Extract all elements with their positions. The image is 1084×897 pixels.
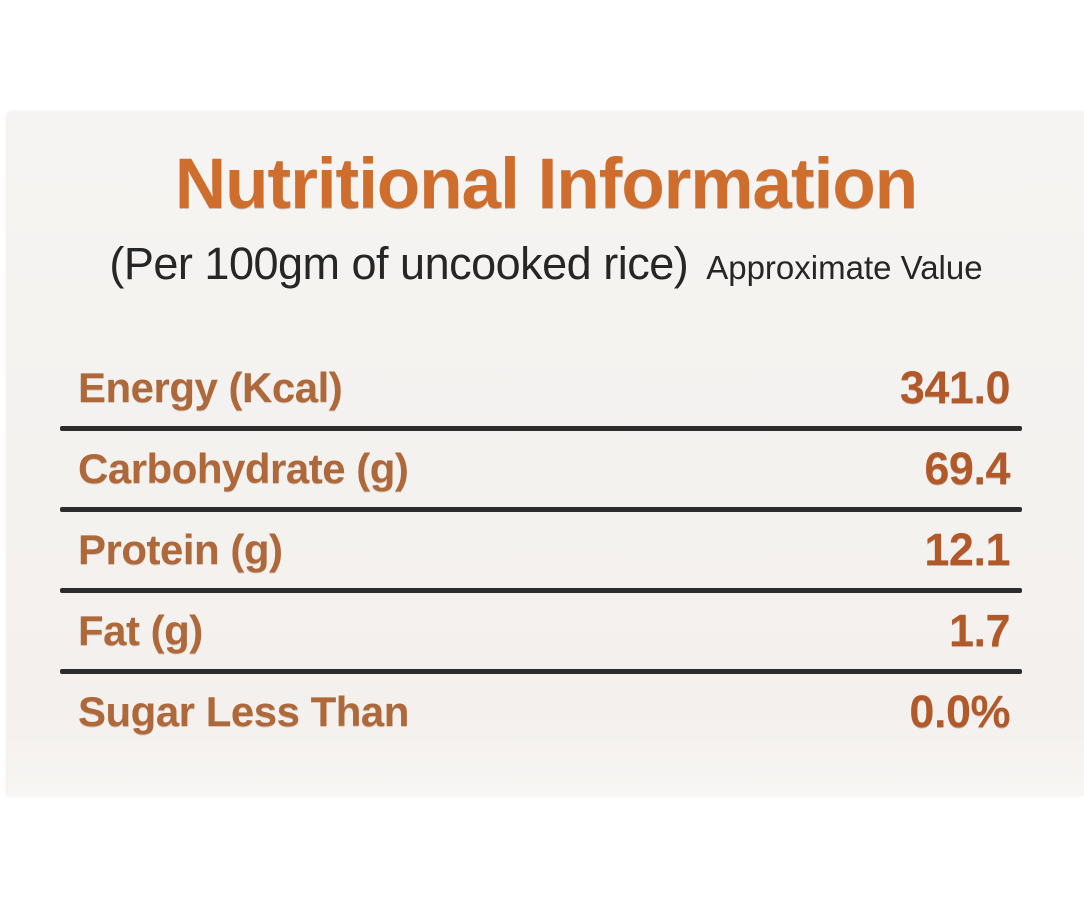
approximate-value-note: Approximate Value (706, 249, 983, 286)
subtitle: (Per 100gm of uncooked rice) Approximate… (8, 238, 1084, 290)
nutrient-value: 12.1 (924, 524, 1010, 575)
nutrition-label-card: Nutritional Information (Per 100gm of un… (8, 112, 1084, 796)
nutrient-value: 0.0% (909, 686, 1010, 737)
table-row-carbohydrate: Carbohydrate (g) 69.4 (60, 431, 1022, 507)
row-divider (60, 669, 1022, 674)
table-row-energy: Energy (Kcal) 341.0 (60, 350, 1022, 426)
nutrient-name: Sugar Less Than (78, 688, 409, 735)
row-divider (60, 426, 1022, 431)
nutrient-value: 1.7 (948, 605, 1011, 656)
row-divider (60, 507, 1022, 512)
table-row-fat: Fat (g) 1.7 (60, 593, 1022, 669)
table-row-protein: Protein (g) 12.1 (60, 512, 1022, 588)
nutrient-name: Carbohydrate (g) (78, 445, 409, 492)
serving-basis-text: (Per 100gm of uncooked rice) (109, 238, 689, 289)
nutrient-name: Fat (g) (78, 607, 203, 654)
page-title: Nutritional Information (174, 145, 918, 224)
table-row-sugar: Sugar Less Than 0.0% (60, 674, 1022, 750)
nutrient-value: 69.4 (924, 443, 1010, 494)
row-divider (60, 588, 1022, 593)
nutrient-name: Protein (g) (78, 526, 283, 573)
nutrient-name: Energy (Kcal) (78, 364, 343, 411)
nutrition-table: Energy (Kcal) 341.0 Carbohydrate (g) 69.… (60, 350, 1022, 750)
nutrient-value: 341.0 (899, 362, 1011, 413)
